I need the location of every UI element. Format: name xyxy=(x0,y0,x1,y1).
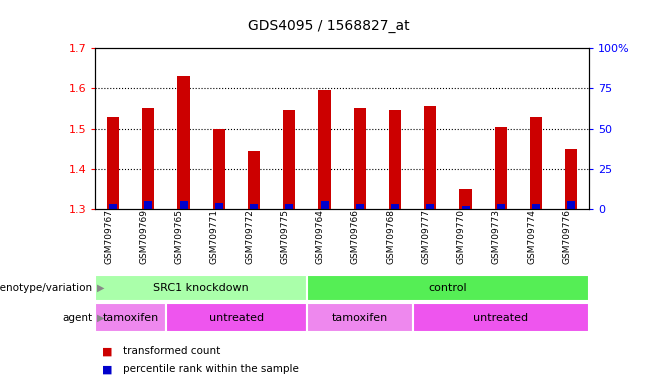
Bar xyxy=(413,303,589,332)
Text: GSM709775: GSM709775 xyxy=(280,209,290,264)
Bar xyxy=(307,303,413,332)
Bar xyxy=(426,204,434,209)
Bar xyxy=(250,204,258,209)
Bar xyxy=(356,204,364,209)
Bar xyxy=(166,303,307,332)
Text: GSM709776: GSM709776 xyxy=(563,209,571,264)
Bar xyxy=(389,111,401,209)
Bar xyxy=(353,109,366,209)
Bar xyxy=(567,201,575,209)
Text: tamoxifen: tamoxifen xyxy=(103,313,159,323)
Bar xyxy=(213,129,225,209)
Text: GSM709770: GSM709770 xyxy=(457,209,465,264)
Text: GSM709766: GSM709766 xyxy=(351,209,360,264)
Bar xyxy=(495,127,507,209)
Text: GSM709767: GSM709767 xyxy=(104,209,113,264)
Text: GSM709774: GSM709774 xyxy=(527,209,536,264)
Bar xyxy=(391,204,399,209)
Text: ■: ■ xyxy=(102,364,113,374)
Bar xyxy=(178,76,190,209)
Bar xyxy=(215,203,223,209)
Text: transformed count: transformed count xyxy=(123,346,220,356)
Text: GDS4095 / 1568827_at: GDS4095 / 1568827_at xyxy=(248,19,410,33)
Text: ▶: ▶ xyxy=(97,283,104,293)
Text: percentile rank within the sample: percentile rank within the sample xyxy=(123,364,299,374)
Bar xyxy=(95,275,307,301)
Text: genotype/variation: genotype/variation xyxy=(0,283,92,293)
Bar xyxy=(532,204,540,209)
Text: ■: ■ xyxy=(102,346,113,356)
Bar xyxy=(144,201,152,209)
Bar xyxy=(459,189,472,209)
Text: untreated: untreated xyxy=(473,313,528,323)
Text: GSM709771: GSM709771 xyxy=(210,209,218,264)
Bar xyxy=(307,275,589,301)
Bar xyxy=(248,151,260,209)
Bar xyxy=(497,204,505,209)
Bar xyxy=(461,206,470,209)
Text: GSM709768: GSM709768 xyxy=(386,209,395,264)
Bar xyxy=(424,106,436,209)
Text: ▶: ▶ xyxy=(97,313,104,323)
Bar xyxy=(109,204,117,209)
Bar xyxy=(320,201,328,209)
Bar xyxy=(95,303,166,332)
Bar xyxy=(180,201,188,209)
Text: SRC1 knockdown: SRC1 knockdown xyxy=(153,283,249,293)
Text: agent: agent xyxy=(62,313,92,323)
Text: GSM709772: GSM709772 xyxy=(245,209,254,264)
Text: GSM709765: GSM709765 xyxy=(174,209,184,264)
Bar xyxy=(318,90,331,209)
Bar xyxy=(107,117,119,209)
Bar xyxy=(283,111,295,209)
Text: GSM709764: GSM709764 xyxy=(316,209,324,264)
Text: control: control xyxy=(428,283,467,293)
Text: GSM709773: GSM709773 xyxy=(492,209,501,264)
Bar xyxy=(565,149,578,209)
Bar xyxy=(530,117,542,209)
Bar xyxy=(286,204,293,209)
Text: GSM709777: GSM709777 xyxy=(421,209,430,264)
Text: tamoxifen: tamoxifen xyxy=(332,313,388,323)
Text: GSM709769: GSM709769 xyxy=(139,209,148,264)
Text: untreated: untreated xyxy=(209,313,264,323)
Bar xyxy=(142,109,155,209)
